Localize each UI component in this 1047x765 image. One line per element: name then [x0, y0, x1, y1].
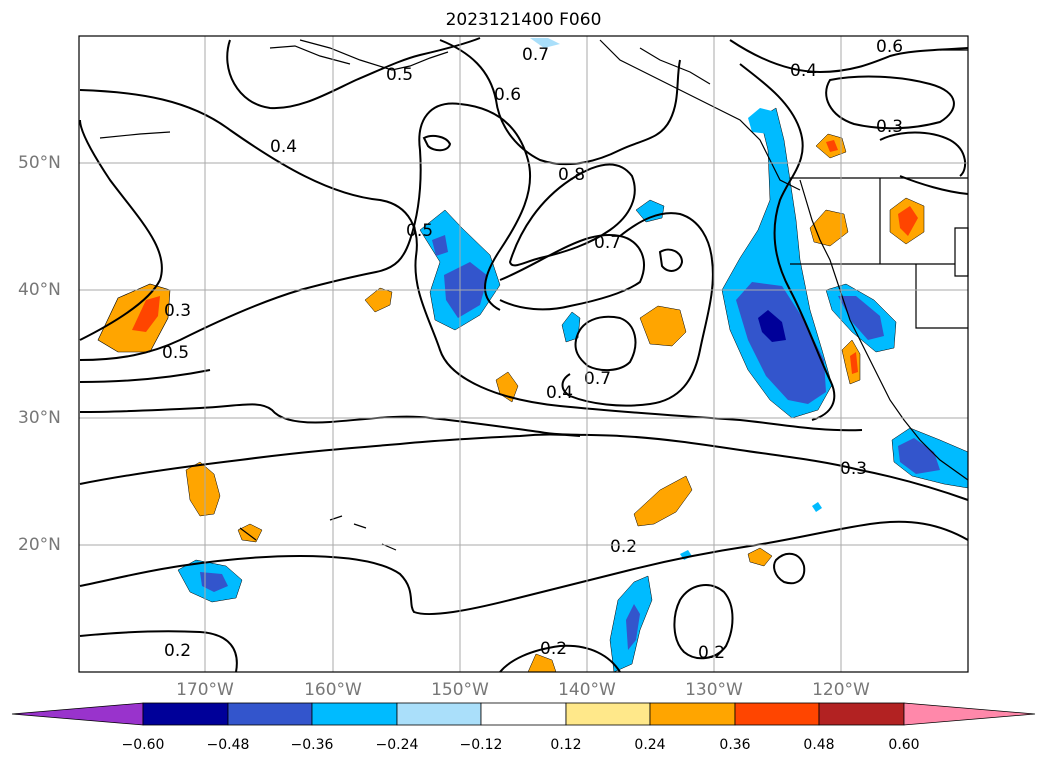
filled-shading: [97, 38, 969, 673]
colorbar-segment: [142, 702, 229, 726]
lon-label-130w: 130°W: [685, 680, 743, 700]
colorbar-segment: [734, 702, 820, 726]
colorbar-tick-label: −0.24: [375, 737, 419, 753]
contour-label: 0.2: [540, 639, 567, 659]
lon-label-120w: 120°W: [812, 680, 870, 700]
colorbar-tick-label: −0.36: [290, 737, 334, 753]
colorbar-tick-label: −0.48: [206, 737, 250, 753]
contour-label: 0.2: [610, 537, 637, 557]
contour-label: 0.4: [270, 137, 297, 157]
colorbar-tick-label: 0.24: [634, 737, 666, 753]
colorbar-segment: [565, 702, 651, 726]
colorbar-segment: [480, 702, 567, 726]
contour-label: 0.2: [164, 641, 191, 661]
contour-label: 0.8: [558, 165, 585, 185]
colorbar-tick-label: −0.60: [121, 737, 165, 753]
contour-label: 0.7: [584, 369, 611, 389]
colorbar-tick-label: 0.48: [803, 737, 835, 753]
contour-label: 0.5: [386, 65, 413, 85]
colorbar-segment: [649, 702, 736, 726]
colorbar-tick-label: 0.12: [550, 737, 582, 753]
colorbar-segment: [311, 702, 398, 726]
colorbar-segment: [396, 702, 482, 726]
contour-label: 0.2: [698, 643, 725, 663]
contour-label: 0.3: [840, 459, 867, 479]
contour-label: 0.6: [876, 37, 903, 57]
graticule: [79, 36, 968, 672]
contour-label: 0.6: [494, 85, 521, 105]
colorbar: [11, 702, 1036, 726]
colorbar-tick-label: 0.36: [719, 737, 751, 753]
colorbar-segment: [818, 702, 905, 726]
contour-label: 0.4: [790, 61, 817, 81]
contour-label: 0.7: [522, 45, 549, 65]
map-title: 2023121400 F060: [445, 10, 602, 30]
lon-label-160w: 160°W: [304, 680, 362, 700]
contour-label: 0.4: [546, 383, 573, 403]
contour-lines: [79, 37, 969, 673]
contour-label: 0.3: [164, 301, 191, 321]
lon-label-170w: 170°W: [176, 680, 234, 700]
lat-label-30n: 30°N: [18, 408, 61, 428]
lat-label-20n: 20°N: [18, 535, 61, 555]
colorbar-extend-low: [11, 702, 144, 726]
map-frame: [78, 35, 969, 673]
lon-label-140w: 140°W: [558, 680, 616, 700]
colorbar-tick-label: −0.12: [459, 737, 503, 753]
lat-label-50n: 50°N: [18, 153, 61, 173]
colorbar-tick-label: 0.60: [888, 737, 920, 753]
lon-label-150w: 150°W: [431, 680, 489, 700]
coastlines: [99, 39, 969, 551]
contour-labels: 0.7 0.5 0.6 0.4 0.3 0.4 0.5 0.8 0.7 0.6 …: [162, 37, 903, 663]
contour-label: 0.7: [594, 233, 621, 253]
contour-label: 0.5: [162, 343, 189, 363]
contour-label: 0.3: [876, 117, 903, 137]
lat-label-40n: 40°N: [18, 280, 61, 300]
contour-label: 0.5: [406, 221, 433, 241]
colorbar-segment: [227, 702, 313, 726]
colorbar-extend-high: [903, 702, 1036, 726]
